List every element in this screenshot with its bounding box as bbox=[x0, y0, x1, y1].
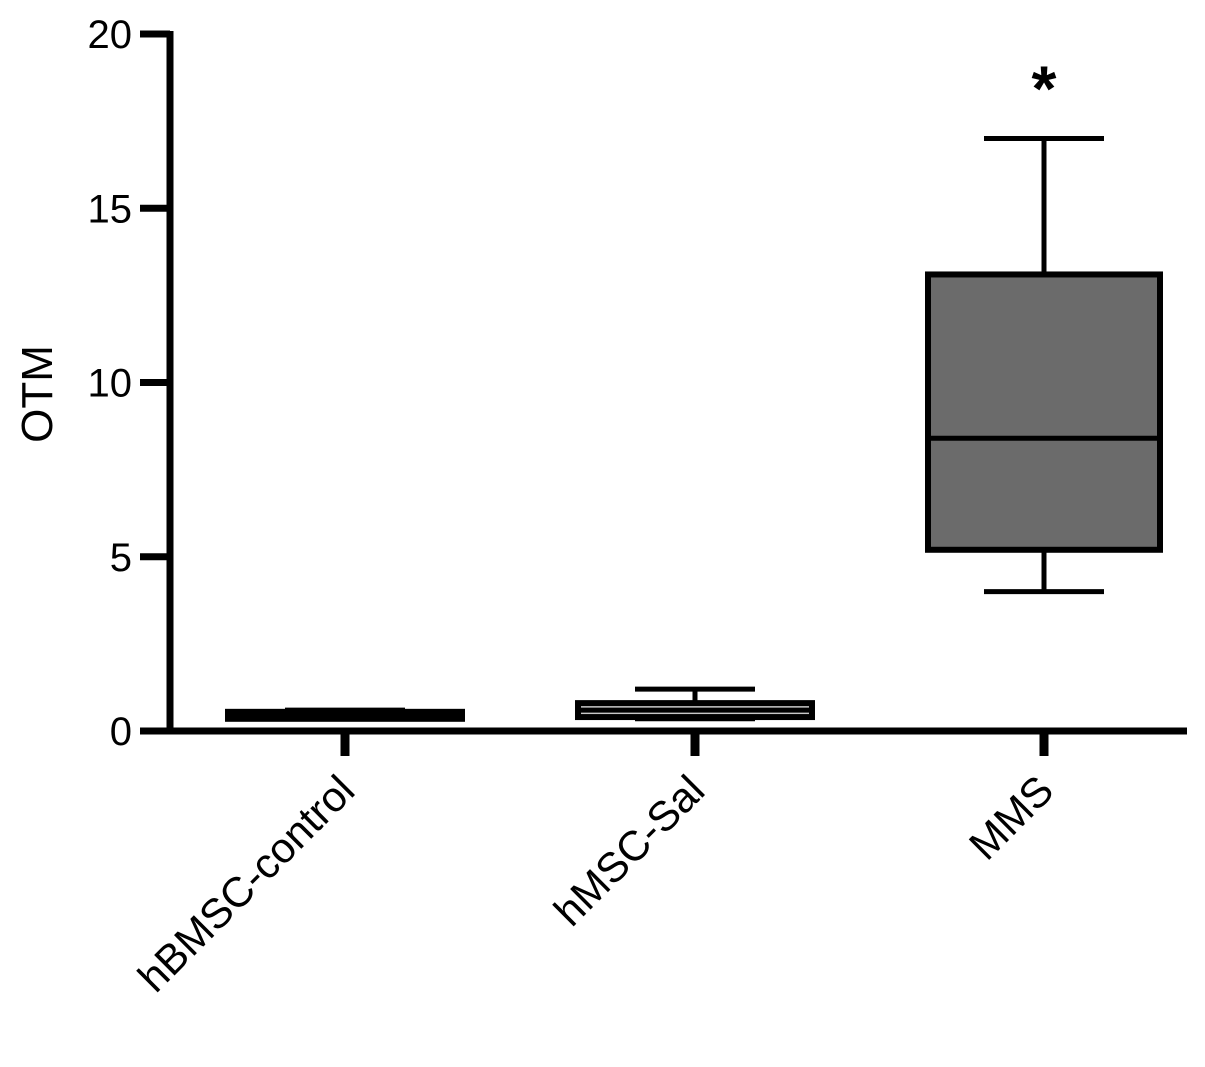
x-tick-label: MMS bbox=[960, 766, 1063, 869]
x-tick-label: hMSC-Sal bbox=[545, 766, 714, 935]
y-axis-title: OTM bbox=[13, 345, 62, 443]
y-tick-label: 5 bbox=[110, 536, 132, 580]
y-tick-label: 10 bbox=[88, 362, 133, 406]
box-mms: * bbox=[925, 53, 1163, 595]
box-body bbox=[925, 271, 1163, 553]
y-tick-label: 0 bbox=[110, 710, 132, 754]
y-tick-label: 20 bbox=[88, 13, 133, 57]
significance-marker: * bbox=[1032, 53, 1057, 125]
y-tick-label: 15 bbox=[88, 187, 133, 231]
box-hbmsc-control bbox=[225, 707, 465, 722]
boxes: * bbox=[225, 53, 1163, 722]
box-hmsc-sal bbox=[575, 686, 815, 722]
x-tick-label: hBMSC-control bbox=[129, 766, 364, 1001]
